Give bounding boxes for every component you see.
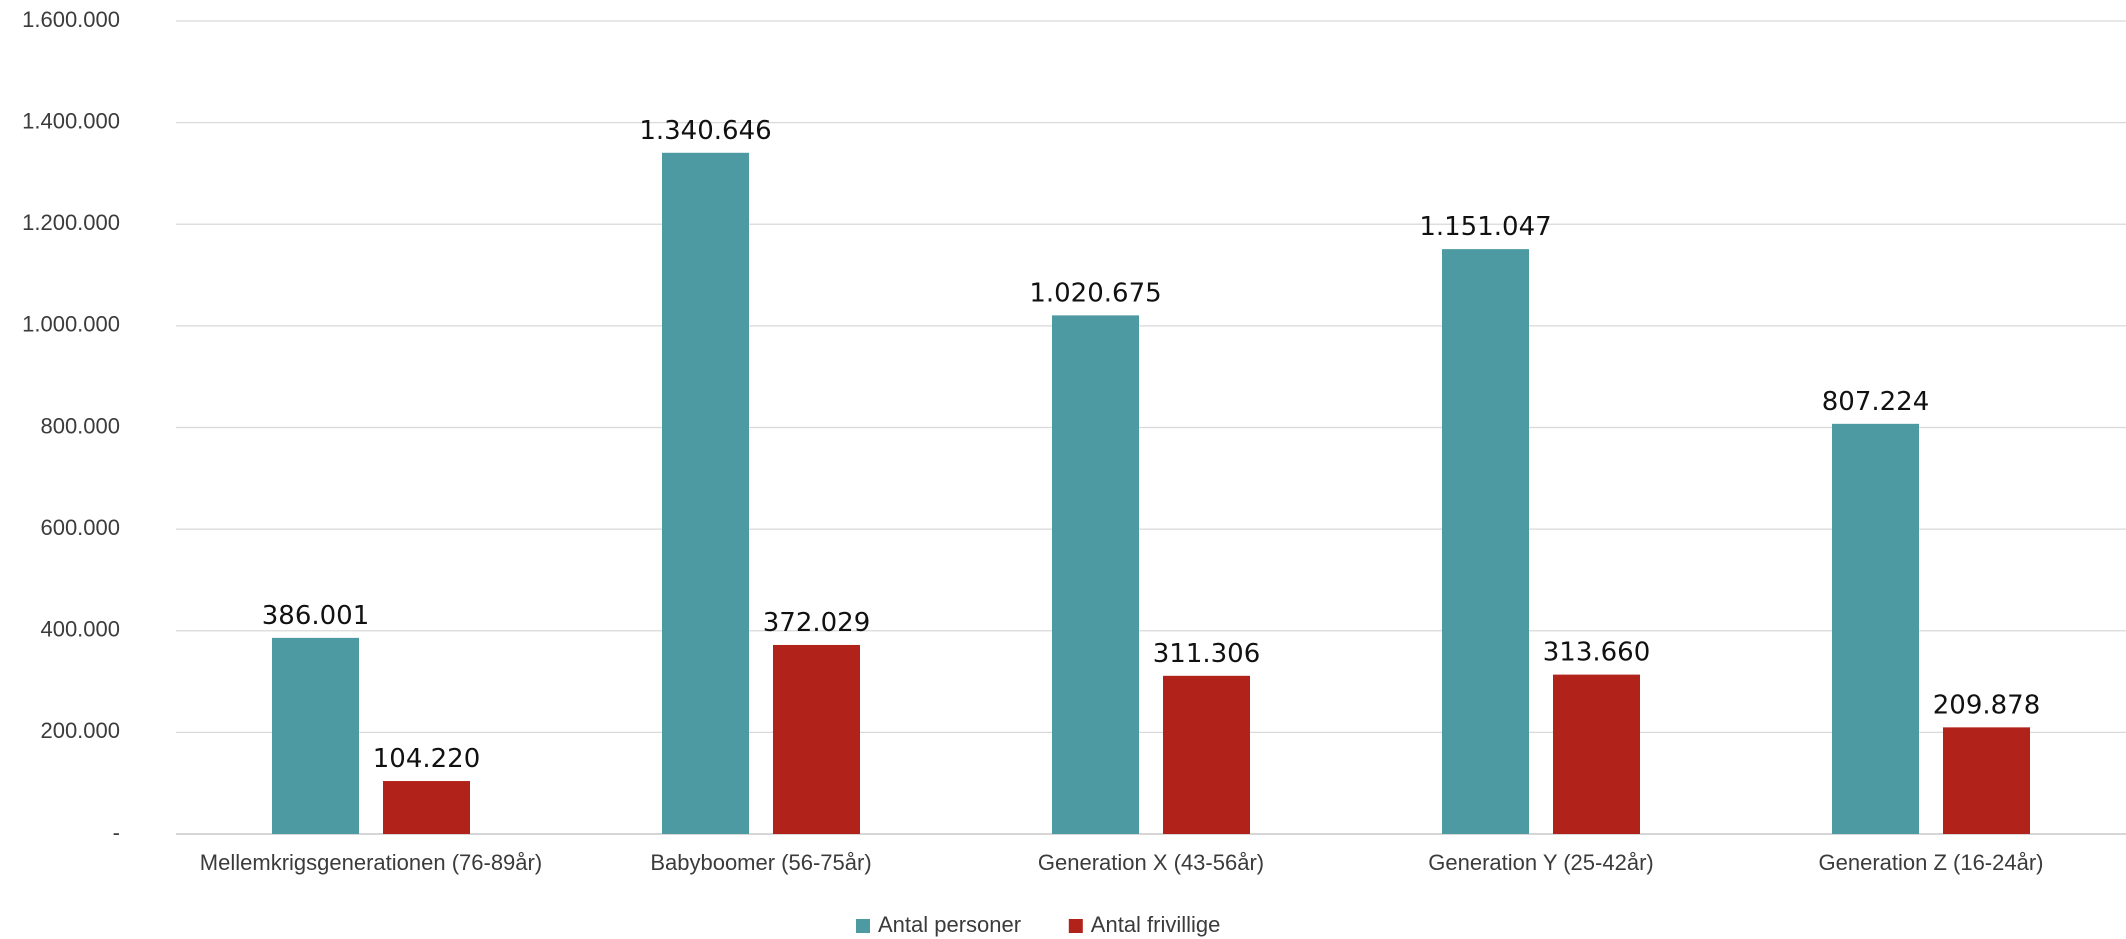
bar [272, 637, 359, 834]
data-labels: 386.001 104.220 1.340.646 372.029 1.020.675 3… [262, 116, 2041, 774]
legend-label: Antal personer [878, 912, 1021, 937]
category-label: Mellemkrigsgenerationen (76-89år) [200, 850, 542, 875]
data-label: 1.151.047 [1419, 212, 1551, 242]
data-label: 1.340.646 [639, 116, 771, 146]
legend-item: Antal personer [856, 912, 1021, 937]
y-tick-label: 800.000 [40, 413, 120, 438]
data-label: 313.660 [1543, 638, 1651, 668]
data-label: 209.878 [1933, 690, 2041, 720]
bar [1553, 674, 1640, 834]
data-label: 1.020.675 [1029, 278, 1161, 308]
bar [662, 152, 749, 835]
legend-item: Antal frivillige [1068, 912, 1221, 937]
bar [1943, 727, 2030, 834]
bar [1832, 423, 1919, 834]
y-tick-label: 1.200.000 [22, 210, 120, 235]
y-tick-label: 1.600.000 [22, 7, 120, 32]
y-tick-label: 1.400.000 [22, 108, 120, 133]
bar [1052, 315, 1139, 834]
legend: Antal personer Antal frivillige [856, 912, 1220, 937]
category-label: Generation X (43-56år) [1038, 850, 1264, 875]
data-label: 372.029 [763, 608, 871, 638]
y-tick-label: 200.000 [40, 718, 120, 743]
bar [1163, 675, 1250, 834]
y-tick-label: 600.000 [40, 515, 120, 540]
legend-label: Antal frivillige [1091, 912, 1221, 937]
category-label: Generation Z (16-24år) [1819, 850, 2044, 875]
y-axis-ticks: - 200.000 400.000 600.000 800.000 1.000.000 1.… [22, 7, 120, 845]
data-label: 311.306 [1153, 639, 1261, 669]
data-label: 104.220 [373, 744, 481, 774]
gridlines [176, 20, 2126, 835]
category-label: Generation Y (25-42år) [1428, 850, 1653, 875]
data-label: 386.001 [262, 601, 370, 631]
y-tick-label: - [113, 820, 120, 845]
bars [272, 152, 2030, 835]
bar [383, 781, 470, 834]
category-label: Babyboomer (56-75år) [650, 850, 871, 875]
x-axis-categories: Mellemkrigsgenerationen (76-89år) Babyboo… [200, 850, 2044, 875]
legend-swatch [856, 919, 870, 933]
legend-swatch [1068, 919, 1083, 933]
bar [773, 644, 860, 834]
y-tick-label: 1.000.000 [22, 312, 120, 337]
data-label: 807.224 [1822, 387, 1930, 417]
y-tick-label: 400.000 [40, 617, 120, 642]
bar [1442, 249, 1529, 834]
